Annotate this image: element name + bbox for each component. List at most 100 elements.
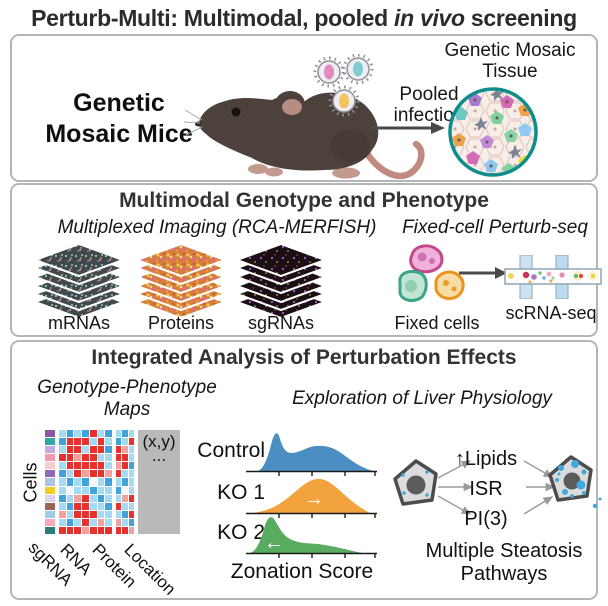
heatmap-cell [82,454,89,462]
mosaic-tissue-illustration [448,87,538,177]
protein-image-stack [136,243,226,319]
scrnaseq-label: scRNA-seq [505,303,597,323]
liver-subtitle: Exploration of Liver Physiology [292,388,552,409]
heatmap-cell [128,518,134,526]
protein-layers [136,243,226,319]
heatmap-cell [66,478,74,486]
steatosis-line2: Pathways [460,563,548,585]
heatmap-cell [122,518,128,526]
protein-stack-label: Proteins [147,313,215,333]
heatmap-cell [59,510,66,518]
heatmap-cell [82,430,89,438]
mouse-front-foot [248,164,268,174]
steatotic-cell [548,455,602,509]
heatmap-cell [66,494,74,502]
heatmap-cell [128,454,134,462]
heatmap-cell [89,526,97,534]
heatmap-cell [97,478,105,486]
heatmap-rna-grid [59,430,112,534]
steatosis-label: Multiple Steatosis Pathways [404,540,604,586]
sgrna-identity-cell [45,454,55,462]
pooled-infection-label: Pooled infection [386,84,472,127]
heatmap-cell [66,518,74,526]
heatmap-cell [82,438,89,446]
heatmap-cell [97,494,105,502]
chip-bead [538,271,542,275]
tissue-label-line1: Genetic Mosaic [444,40,576,61]
heatmap-cell [74,430,82,438]
sgrna-identity-cell [45,486,55,494]
heatmap-cell [66,510,74,518]
heatmap-cell [116,502,122,510]
panel-multimodal: Multimodal Genotype and Phenotype Multip… [10,183,602,337]
heatmap-cell [89,478,97,486]
heatmap-cell [105,462,112,470]
mouse-illustration [184,91,425,180]
heatmap-cell [128,438,134,446]
heatmap-cell [59,446,66,454]
ridge-label-ko1: KO 1 [217,481,265,504]
heatmap-cell [105,494,112,502]
heatmap-cell [105,518,112,526]
heatmap-cell [82,462,89,470]
heatmap-cell [82,446,89,454]
heatmap-cell [74,510,82,518]
heatmap-cell [82,478,89,486]
virus-1-core [324,64,334,80]
chip-bead [531,274,537,280]
location-ellipsis: ... [151,446,167,465]
heatmap-cell [89,454,97,462]
heatmap-cell [105,510,112,518]
heatmap-cell [122,486,128,494]
heatmap-cell [97,486,105,494]
heatmap-cell [66,446,74,454]
analysis-title: Integrated Analysis of Perturbation Effe… [91,346,517,369]
fixed-cell-orange [434,270,465,301]
figure-title-suffix: screening [464,5,577,31]
tissue-label: Genetic Mosaic Tissue [420,40,600,83]
heatmap-cell [89,446,97,454]
heatmap-cell [105,430,112,438]
virus-2 [342,54,374,85]
heatmap-cell [105,454,112,462]
heatmap-cell [97,454,105,462]
chip-bead [590,273,596,279]
chip-bead [508,273,514,279]
heatmap-cell [116,510,122,518]
heatmap-cell [74,478,82,486]
heatmap-cell [116,446,122,454]
heatmap-cell [66,502,74,510]
heatmap-cell [82,494,89,502]
heatmap-cell [66,430,74,438]
heatmap-cell [128,478,134,486]
heatmap-cell [97,502,105,510]
mouse-front-foot2 [265,167,283,177]
perturbseq-arrow [459,267,507,279]
heatmap-cell [105,502,112,510]
heatmap-cell [105,486,112,494]
ko2-shift-arrow: ← [264,532,284,554]
heatmap-cell [97,446,105,454]
heatmap-cell [105,526,112,534]
heatmap-cell [116,486,122,494]
sgrna-identity-cell [45,446,55,454]
mice-label-line2: Mosaic Mice [45,120,193,149]
sgrna-image-stack [236,243,326,319]
mice-label: Genetic Mosaic Mice [24,88,214,151]
heatmap-cell [122,494,128,502]
heatmap-cell [89,502,97,510]
panel-integrated-analysis: Integrated Analysis of Perturbation Effe… [10,340,602,600]
pathway-lipids-label: ↑Lipids [454,448,518,470]
heatmap-cell [116,438,122,446]
ridge-ko2: ← [246,517,377,558]
heatmap-cell [59,430,66,438]
heatmap-cell [122,446,128,454]
heatmap-cell [116,470,122,478]
virus-particles [313,54,374,117]
heatmap-cell [59,470,66,478]
mice-label-line1: Genetic [73,89,165,117]
heatmap-cell [89,438,97,446]
sgrna-identity-cell [45,430,55,438]
mouse-ear-inner [282,99,302,115]
